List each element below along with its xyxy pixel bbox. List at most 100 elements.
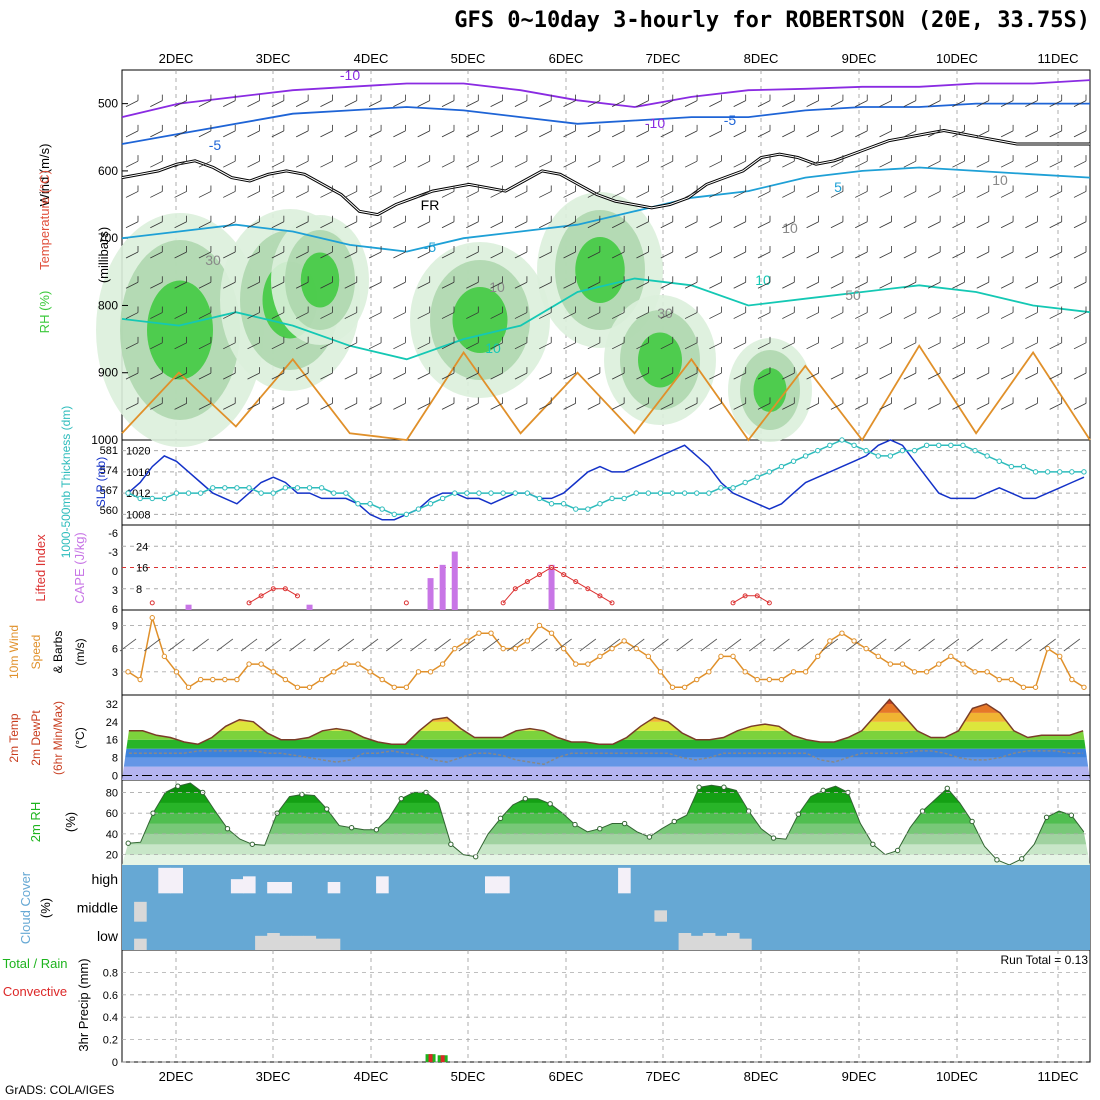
wind-barb [587,342,601,350]
wind-barb [490,251,503,259]
temp-band [122,757,1090,767]
wind-barb [684,191,698,198]
wind-barb [1049,100,1062,107]
wind-barb [125,191,139,198]
wind-speed-point [621,638,627,644]
wind-barb [879,281,892,289]
wind-speed-point [137,676,143,683]
wind-speed-point [331,669,337,675]
wind-barb [976,312,989,319]
wind-barb [611,130,625,138]
cape-tick-label: 8 [136,584,142,596]
wind-speed-point [560,645,567,652]
wind-barb [344,251,357,259]
wind-barb [271,191,285,198]
contour-label: -5 [424,239,437,255]
wind-barb [320,372,333,380]
wind-barb [611,342,625,350]
wind-barb [879,251,892,259]
wind-speed-point [645,653,652,660]
wind-barb [490,100,503,107]
wind-barb [417,281,430,289]
wind-barb [223,130,236,138]
wind-barb [466,130,479,138]
surface-wind-barb [724,638,742,652]
wind-barb [441,160,455,168]
thickness-point [597,501,603,507]
wind-barb [1073,100,1087,107]
wind-barb [1025,160,1038,168]
wind-barb [733,100,746,107]
cloud-clear-block [485,876,498,894]
ylabel-precip: 3hr Precip (mm) [76,958,91,1051]
wind-barb [539,100,552,107]
rh-band [122,852,1090,865]
wind-barb [1000,130,1014,138]
wind-barb [806,221,819,229]
wind-barb [368,130,382,138]
wind-barb [903,100,917,107]
wind-barb [806,372,819,380]
wind-barb [368,100,382,107]
wind-barb [271,100,285,107]
wind-barb [927,342,941,350]
pressure-tick-label: 700 [98,231,118,245]
wind-barb [174,160,187,168]
wind-barb [684,403,698,410]
thickness-point [609,495,615,502]
wind-barb [879,130,892,138]
wind-tick-label: 9 [112,620,118,632]
cloud-clear-block [327,882,341,894]
cloud-clear-block [303,935,317,950]
wind-speed-point [476,630,482,636]
wind-barb [927,372,941,380]
wind-speed-point [923,669,930,675]
wind-barb [927,281,941,289]
date-label-top: 8DEC [744,51,779,66]
wind-barb [271,312,285,319]
precip-tick-label: 0.4 [103,1012,118,1024]
cloud-clear-block [315,938,329,950]
wind-barb [806,130,819,138]
run-total: Run Total = 0.13 [1000,953,1088,967]
thickness-point [633,490,639,496]
wind-barb [660,281,673,289]
dewpoint-line [128,750,1084,766]
wind-barb [198,160,212,168]
temp-tick-label: 24 [106,717,118,729]
thickness-point [669,490,676,496]
wind-barb [441,221,455,229]
rh-point [373,827,380,833]
wind-barb [684,100,698,107]
wind-barb [1073,342,1087,350]
isotherm-line [121,277,1091,361]
wind-barb [125,281,139,289]
wind-speed-point [754,676,760,683]
wind-barb [271,221,285,229]
precip-tick-label: 0 [112,1057,118,1069]
wind-barb [198,191,212,198]
wind-barb [1073,372,1087,380]
date-label-bottom: 9DEC [842,1069,877,1084]
wind-barb [660,160,673,168]
wind-barb [1073,251,1087,259]
wind-barb [1073,403,1087,410]
wind-barb [247,403,260,410]
thickness-point [149,495,155,502]
wind-barb [174,221,187,229]
wind-barb [539,160,552,168]
wind-barb [733,403,746,410]
wind-barb [441,403,455,410]
wind-barb [903,312,917,319]
date-label-top: 2DEC [159,51,194,66]
wind-barb [539,221,552,229]
cloud-clear-block [727,933,740,950]
wind-barb [611,251,625,259]
wind-barb [830,372,844,380]
ylabel-barbs: & Barbs [51,631,65,674]
wind-barb [295,191,309,198]
wind-barb [684,160,698,168]
wind-barb [830,221,844,229]
wind-barb [709,130,722,138]
slp-tick-label: 1008 [126,509,150,521]
